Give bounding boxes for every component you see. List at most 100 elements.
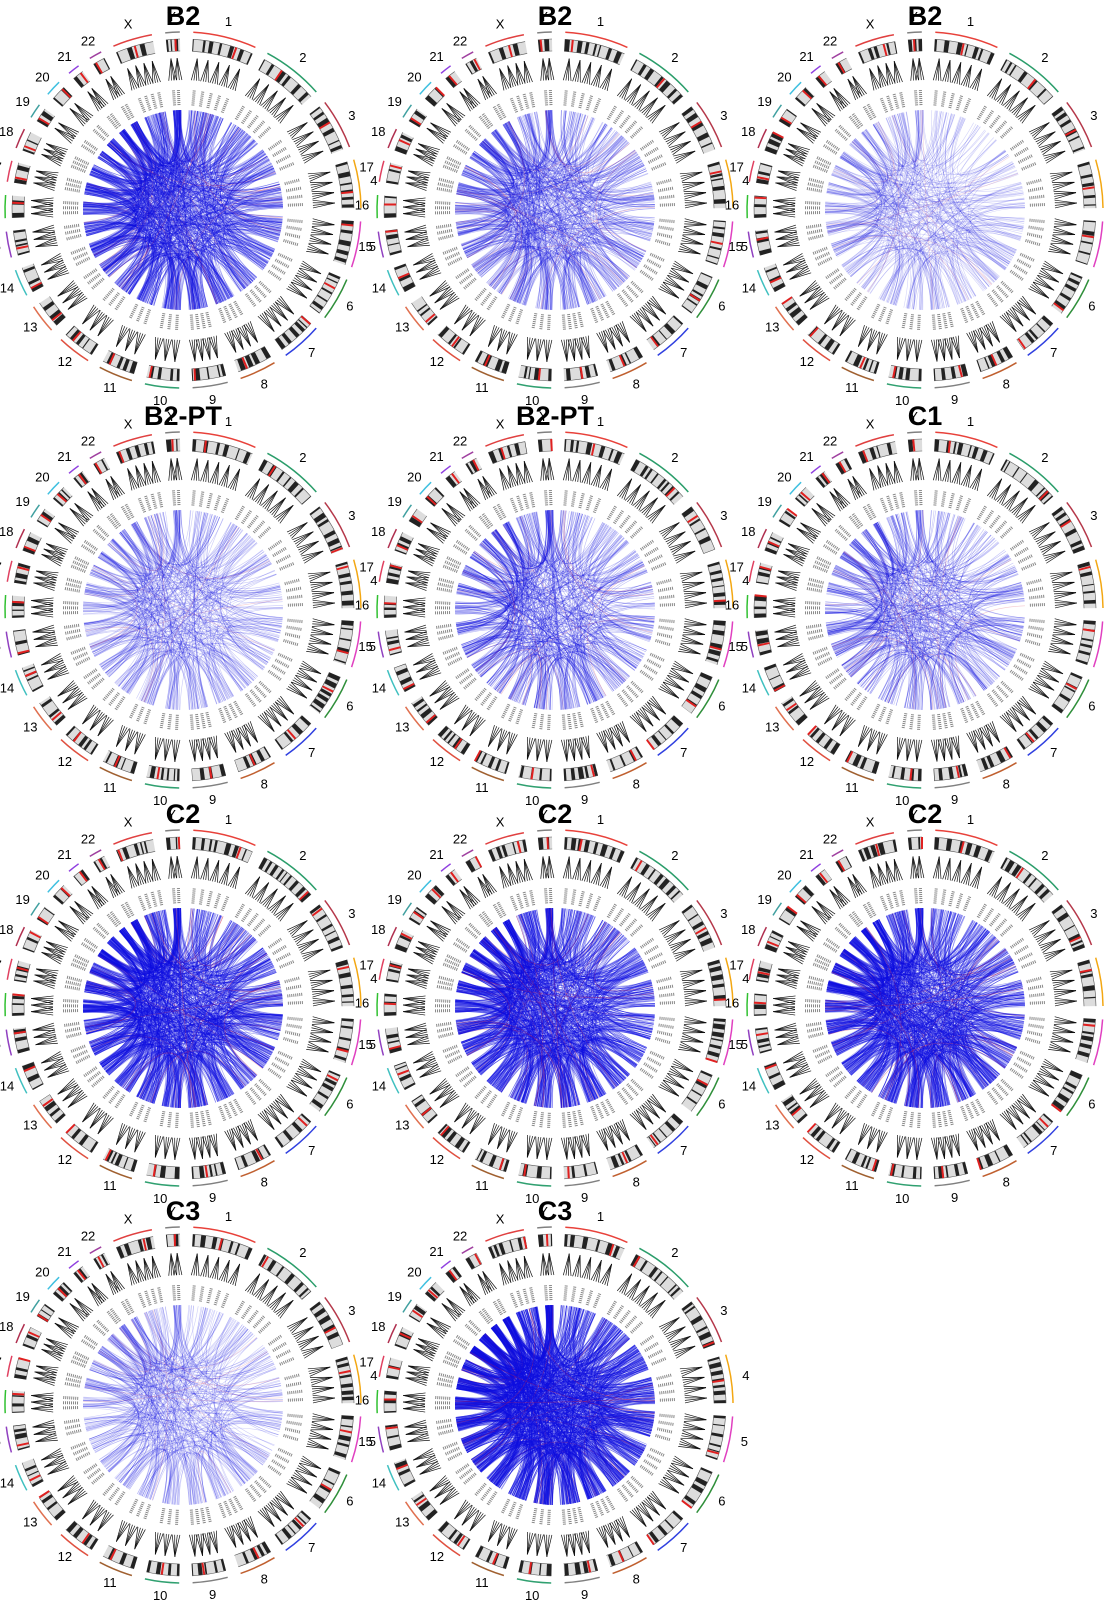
gene-tick [276,505,294,520]
chromosome-label: 8 [1003,377,1010,392]
centromere [425,714,437,724]
gene-tick [74,103,92,119]
gene-label-text [285,186,302,193]
gene-label-text [585,495,594,511]
gene-tick [439,295,458,310]
gene-tick [857,324,865,347]
gene-tick [243,324,258,343]
chromosome-label: 4 [370,573,377,588]
gene-tick [311,181,333,191]
ideogram-outline [309,113,332,154]
chromosome-label: 9 [581,792,588,807]
chromosome-label: 19 [757,94,771,109]
link [92,116,218,253]
link [83,129,146,205]
chromosome-label: 14 [372,681,386,696]
centromere [859,356,866,369]
gene-tick [308,242,332,245]
gene-tick [302,260,322,275]
link [83,199,283,207]
gene-label-text [189,714,194,730]
ideogram [705,620,726,665]
gene-label-text [563,90,568,106]
gene-tick [41,153,64,160]
gene-label-text [106,115,119,130]
centromere [17,566,30,572]
ideogram-outline [102,360,134,375]
gene-label-text [480,692,492,706]
chromosome-label: 2 [671,50,678,65]
chromosome-label: 1 [597,414,604,429]
gene-tick [809,295,828,310]
link [180,109,194,310]
link [91,112,208,182]
centromere [118,450,125,463]
link [101,151,266,268]
gene-tick [33,236,56,240]
gene-tick [44,264,66,273]
gene-label-text [657,186,674,193]
gene-tick [1013,97,1028,116]
gene-label-text [75,656,91,667]
gene-tick [249,721,258,743]
centromere [24,670,37,678]
gene-label-text [567,713,572,730]
chromosome-label: 12 [58,754,72,769]
centromere [769,276,782,284]
gene-label-text [1010,139,1025,151]
ideogram-bands [93,58,110,75]
gene-tick [47,272,70,280]
gene-label-text [96,124,110,138]
gene-tick [299,140,319,153]
gene-label-text [577,311,584,328]
gene-label-text [585,95,594,111]
gene-tick [404,231,428,234]
gene-label-text [639,269,654,281]
chromosome-label: 3 [348,508,355,523]
gene-tick [247,78,261,98]
gene-label-text [643,664,658,675]
ideogram-outline [344,220,354,265]
gene-tick [632,90,650,107]
gene-tick [69,108,86,125]
gene-tick [944,338,946,361]
gene-tick [274,105,294,118]
gene-label-text [659,594,675,600]
chromosome-arc [886,383,922,389]
centromere [30,281,42,290]
gene-tick [535,738,538,761]
gene-tick [249,321,258,343]
gene-label-text [64,223,80,229]
gene-tick [497,730,508,751]
gene-tick [110,76,121,97]
gene-tick [176,58,180,81]
gene-label-text [613,110,624,125]
gene-label-text [531,712,538,729]
gene-label-text [960,307,969,324]
gene-tick [312,218,335,226]
centromere [389,564,402,570]
gene-label-text [277,252,293,262]
gene-label-text [436,623,452,629]
gene-label-text [102,287,115,301]
centromere [388,646,401,652]
gene-tick [263,311,282,327]
gene-tick [311,231,334,235]
gene-tick [306,251,329,255]
gene-label-text [286,225,302,231]
gene-label-text [252,120,266,134]
gene-tick [833,88,851,104]
gene-tick [237,327,244,350]
gene-tick [296,272,317,283]
gene-tick [41,655,62,666]
gene-tick [684,602,707,606]
gene-tick [276,699,295,715]
gene-tick [89,311,103,331]
gene-label-text [655,238,671,247]
gene-tick [44,259,64,273]
gene-tick [1003,312,1017,332]
chromosome-label: 16 [355,198,369,213]
gene-label-text [287,603,303,607]
gene-tick [67,695,86,710]
